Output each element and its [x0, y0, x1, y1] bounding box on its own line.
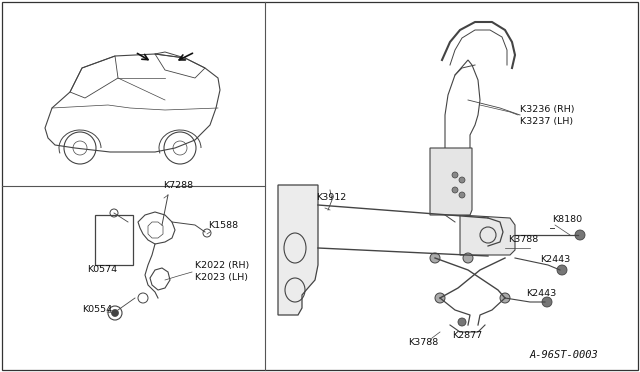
Text: K2443: K2443 — [526, 289, 556, 298]
Circle shape — [435, 293, 445, 303]
Polygon shape — [430, 148, 472, 215]
Text: K8180: K8180 — [552, 215, 582, 224]
Circle shape — [459, 177, 465, 183]
Circle shape — [452, 172, 458, 178]
Text: K7288: K7288 — [163, 181, 193, 190]
Circle shape — [542, 297, 552, 307]
Text: K2023 (LH): K2023 (LH) — [195, 273, 248, 282]
Circle shape — [111, 310, 118, 317]
Text: K3237 (LH): K3237 (LH) — [520, 117, 573, 126]
Circle shape — [459, 192, 465, 198]
Circle shape — [463, 253, 473, 263]
Text: K3788: K3788 — [408, 338, 438, 347]
Text: K1588: K1588 — [208, 221, 238, 230]
Text: K2443: K2443 — [540, 255, 570, 264]
Circle shape — [575, 230, 585, 240]
Text: K3912: K3912 — [316, 193, 346, 202]
Circle shape — [557, 265, 567, 275]
Text: K2877: K2877 — [452, 331, 482, 340]
Text: K2022 (RH): K2022 (RH) — [195, 261, 249, 270]
Text: K0554: K0554 — [82, 305, 112, 314]
Text: K3788: K3788 — [508, 235, 538, 244]
Polygon shape — [278, 185, 318, 315]
Circle shape — [430, 253, 440, 263]
Circle shape — [452, 187, 458, 193]
Text: K0574: K0574 — [87, 265, 117, 274]
Bar — [95, 215, 133, 265]
Text: A-96ST-0003: A-96ST-0003 — [530, 350, 599, 360]
Circle shape — [500, 293, 510, 303]
Text: K3236 (RH): K3236 (RH) — [520, 105, 575, 114]
Polygon shape — [460, 215, 515, 255]
Circle shape — [458, 318, 466, 326]
